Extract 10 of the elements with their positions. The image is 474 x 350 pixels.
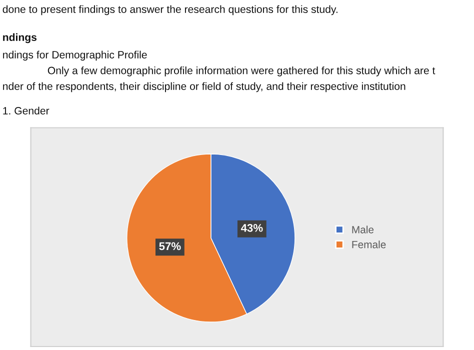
text: ndings for Demographic Profile bbox=[3, 50, 147, 61]
text: Only a few demographic profile information were gathered for this study which are t bbox=[48, 66, 436, 76]
legend-label: Female bbox=[352, 240, 386, 248]
text: 1. Gender bbox=[3, 106, 50, 115]
text: ndings bbox=[3, 33, 37, 44]
text: nder of the respondents, their discipline or field of study, and their respective institution bbox=[3, 82, 406, 92]
data-label: 43% bbox=[240, 224, 263, 232]
data-label: 57% bbox=[159, 242, 181, 250]
legend-label: Male bbox=[352, 226, 374, 234]
text: done to present findings to answer the research questions for this study. bbox=[2, 5, 338, 16]
